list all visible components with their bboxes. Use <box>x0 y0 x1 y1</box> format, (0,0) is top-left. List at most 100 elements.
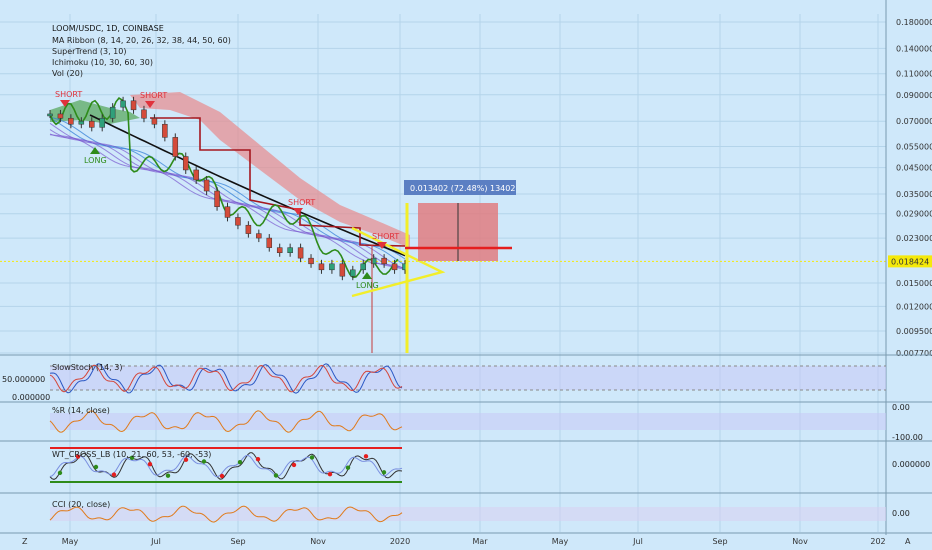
candle <box>68 117 74 125</box>
y-tick-label: 0.140000 <box>896 44 932 53</box>
ma-ribbon-line <box>49 134 406 269</box>
candle <box>109 106 116 119</box>
signal-label-long: LONG <box>84 156 107 165</box>
wt-cross-dot <box>165 473 171 478</box>
x-tick-label: Sep <box>712 537 727 546</box>
x-tick-label: Jul <box>632 537 643 546</box>
indicator-legend: SuperTrend (3, 10) <box>52 47 126 56</box>
candle <box>360 263 366 271</box>
x-tick-label: Jul <box>150 537 161 546</box>
wt-cross-dot <box>363 454 369 459</box>
long-arrow <box>90 147 100 154</box>
candle <box>266 237 273 248</box>
y-tick-label: 0.055000 <box>896 143 932 152</box>
y-tick-label: 0.007700 <box>896 349 932 358</box>
candle <box>130 100 137 111</box>
indicator-legend: MA Ribbon (8, 14, 20, 26, 32, 38, 44, 50… <box>52 36 231 45</box>
long-arrow <box>362 272 372 279</box>
candle <box>99 117 105 128</box>
candle <box>350 269 356 277</box>
indicator-legend: Ichimoku (10, 30, 60, 30) <box>52 58 153 67</box>
wt-cross-dot <box>237 459 243 465</box>
y-tick-label: 0.045000 <box>896 164 932 173</box>
y-tick-label: 0.012000 <box>896 302 932 311</box>
oscillator-line <box>49 505 403 523</box>
candle <box>78 120 85 125</box>
candle <box>141 109 147 119</box>
candle <box>47 113 53 117</box>
candle <box>256 233 262 239</box>
x-tick-label: May <box>62 537 79 546</box>
panel-title: WT_CROSS_LB (10, 21, 60, 53, -60, -53) <box>52 450 211 459</box>
lagging-span-line <box>49 97 399 279</box>
x-tick-label: 202 <box>870 537 885 546</box>
wt-cross-dot <box>273 473 279 478</box>
chart-title: LOOM/USDC, 1D, COINBASE <box>52 24 164 33</box>
candle <box>235 217 241 226</box>
zoom-button[interactable]: Z <box>22 537 28 546</box>
candle <box>276 247 283 254</box>
candle <box>297 247 304 259</box>
wr-band <box>50 413 886 430</box>
candle <box>162 123 168 138</box>
candle <box>89 120 95 128</box>
ichimoku-cloud <box>130 92 410 248</box>
cci-band <box>50 507 886 521</box>
y-tick-label: 0.029000 <box>896 210 932 219</box>
panel-title: CCI (20, close) <box>52 500 110 509</box>
signal-label-long: LONG <box>356 281 379 290</box>
y-tick-label: 50.000000 <box>2 375 45 384</box>
wt-cross-dot <box>75 454 81 459</box>
candle <box>172 137 179 157</box>
candle <box>287 247 293 254</box>
wt-cross-dot <box>147 461 153 467</box>
candle <box>318 263 325 271</box>
ma-slow-line <box>89 114 406 257</box>
panel-title: SlowStoch (14, 3) <box>52 363 122 372</box>
y-tick-label: 0.009500 <box>896 327 932 336</box>
y-tick-label: 0.00 <box>892 403 910 412</box>
wt-cross-dot <box>57 470 63 476</box>
wt-cross-dot <box>291 462 297 468</box>
y-tick-label: 0.000000 <box>892 460 930 469</box>
x-tick-label: Nov <box>310 537 326 546</box>
x-tick-label: May <box>552 537 569 546</box>
candle <box>151 117 158 125</box>
candle <box>381 257 387 265</box>
candle <box>120 100 126 108</box>
candle <box>329 263 335 271</box>
y-tick-label: 0.023000 <box>896 234 932 243</box>
candle <box>391 263 398 271</box>
wt-cross-dot <box>381 470 387 475</box>
candle <box>339 263 346 277</box>
x-tick-label: Mar <box>472 537 488 546</box>
ma-ribbon-line <box>49 133 406 269</box>
current-price-label: 0.018424 <box>891 257 929 266</box>
candle <box>308 257 314 265</box>
wt-cross-dot <box>345 465 351 470</box>
short-arrow <box>293 208 303 215</box>
wt-cross-dot <box>327 472 333 477</box>
panel-title: %R (14, close) <box>52 406 110 415</box>
signal-label-short: SHORT <box>55 90 82 99</box>
auto-scale-button[interactable]: A <box>905 537 911 546</box>
candle <box>182 156 189 171</box>
candle <box>203 179 210 192</box>
wt-cross-dot <box>183 457 189 462</box>
signal-label-short: SHORT <box>140 91 167 100</box>
current-price-badge <box>888 255 932 268</box>
y-tick-label: 0.035000 <box>896 190 932 199</box>
oscillator-line <box>49 364 403 393</box>
y-tick-label: 0.070000 <box>896 117 932 126</box>
oscillator-line <box>49 410 403 433</box>
y-tick-label: 0.000000 <box>12 393 50 402</box>
candle <box>193 169 199 181</box>
y-tick-label: 0.00 <box>892 509 910 518</box>
wt-cross-dot <box>309 455 315 460</box>
signal-label-short: SHORT <box>372 232 399 241</box>
indicator-legend: Vol (20) <box>52 69 83 78</box>
measure-label: 0.013402 (72.48%) 13402 <box>410 184 515 193</box>
y-tick-label: -100.00 <box>892 433 923 442</box>
ma-ribbon-line <box>49 118 406 266</box>
